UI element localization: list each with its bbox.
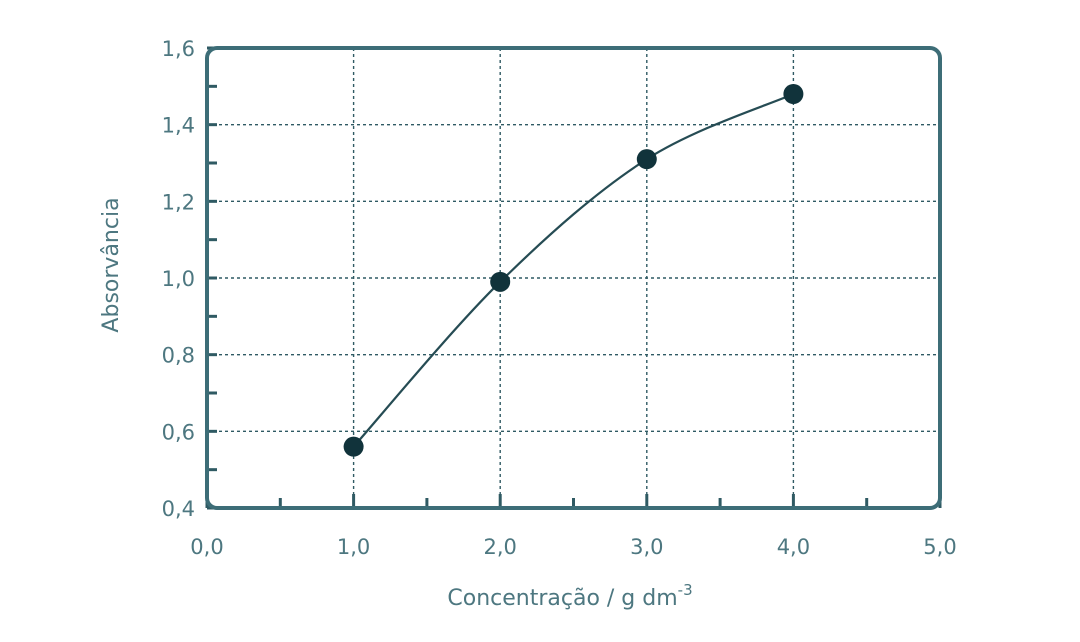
y-tick-label: 0,6 [162, 420, 195, 444]
x-tick-label: 3,0 [630, 535, 663, 559]
series-layer [343, 84, 804, 457]
y-tick-label: 0,8 [162, 344, 195, 368]
plot-frame [205, 46, 942, 510]
grid-layer [207, 48, 940, 508]
data-point [783, 84, 804, 104]
x-tick-label: 1,0 [337, 535, 370, 559]
x-tick-label: 4,0 [777, 535, 810, 559]
y-tick-label: 1,0 [162, 267, 195, 291]
tick-label-layer: 0,0 1,0 2,0 3,0 4,0 5,0 0,4 0,6 0,8 1,0 1,2 1,4 1,6 [162, 37, 957, 559]
data-point [490, 271, 511, 292]
x-axis-title: Concentração / g dm-3 [447, 581, 692, 611]
fit-curve [352, 92, 794, 448]
x-axis-title-superscript: -3 [678, 581, 693, 599]
y-tick-label: 0,4 [162, 497, 195, 521]
y-tick-label: 1,6 [162, 37, 195, 61]
x-tick-label: 5,0 [923, 535, 956, 559]
data-point [636, 149, 657, 170]
y-tick-label: 1,4 [162, 114, 195, 138]
x-tick-label: 2,0 [483, 535, 516, 559]
x-tick-label: 0,0 [190, 535, 223, 559]
y-tick-label: 1,2 [162, 190, 195, 214]
data-point [343, 436, 364, 457]
y-axis-title: Absorvância [99, 197, 124, 332]
